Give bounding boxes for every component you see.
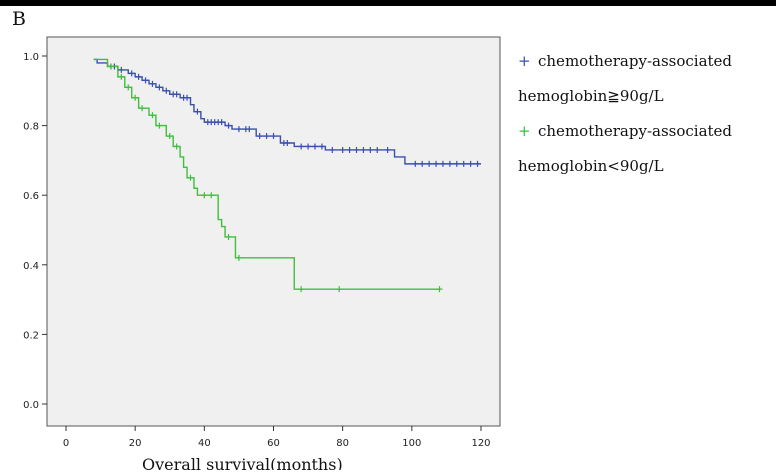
censor-mark-low-hemoglobin [235,254,242,261]
censor-mark-low-hemoglobin [118,73,125,80]
censor-mark-high-hemoglobin [453,160,460,167]
legend-marker-high-hemoglobin: + [518,52,531,70]
censor-mark-low-hemoglobin [107,63,114,70]
y-tick-label: 1.0 [23,52,39,63]
x-tick-label: 120 [471,438,490,449]
legend-item-high-hemoglobin-line1: + chemotherapy-associated [518,44,732,79]
censor-mark-high-hemoglobin [284,140,291,146]
censor-mark-high-hemoglobin [163,87,170,94]
censor-mark-low-hemoglobin [201,192,208,199]
censor-mark-low-hemoglobin [436,286,443,293]
censor-mark-high-hemoglobin [298,143,305,150]
censor-mark-high-hemoglobin [412,160,419,167]
censor-mark-low-hemoglobin [336,286,343,293]
censor-mark-high-hemoglobin [384,146,391,153]
censor-mark-high-hemoglobin [474,160,481,167]
censor-mark-high-hemoglobin [270,133,277,140]
x-tick-label: 100 [402,438,421,449]
censor-mark-high-hemoglobin [128,70,135,77]
censor-mark-high-hemoglobin [419,160,426,167]
censor-mark-high-hemoglobin [256,133,263,140]
x-tick-label: 80 [336,438,349,449]
censor-mark-low-hemoglobin [208,192,215,199]
censor-mark-high-hemoglobin [426,160,433,167]
legend-label-high-hemoglobin-2: hemoglobin≧90g/L [518,87,664,105]
legend: + chemotherapy-associated hemoglobin≧90g/… [518,44,732,184]
censor-mark-low-hemoglobin [166,133,173,140]
panel-label: B [12,8,26,30]
censor-mark-high-hemoglobin [318,143,325,150]
legend-label-low-hemoglobin-1: chemotherapy-associated [538,122,733,140]
censor-mark-high-hemoglobin [439,160,446,167]
top-border [0,0,776,6]
x-tick-label: 20 [129,438,142,449]
censor-mark-high-hemoglobin [305,143,312,150]
plot-area [46,36,501,427]
censor-mark-low-hemoglobin [298,286,305,293]
legend-marker-low-hemoglobin: + [518,122,531,140]
censor-mark-high-hemoglobin [149,80,156,87]
censor-mark-high-hemoglobin [446,160,453,167]
censor-mark-high-hemoglobin [184,94,191,101]
x-tick-label: 60 [267,438,280,449]
censor-mark-low-hemoglobin [225,233,232,240]
censor-mark-high-hemoglobin [353,146,360,153]
censor-mark-high-hemoglobin [467,160,474,167]
censor-mark-high-hemoglobin [433,160,440,167]
censor-mark-high-hemoglobin [339,146,346,153]
y-tick-label: 0.6 [23,191,39,202]
censor-mark-high-hemoglobin [374,146,381,153]
censor-mark-high-hemoglobin [225,122,232,129]
censor-mark-high-hemoglobin [235,126,242,133]
censor-mark-high-hemoglobin [460,160,467,167]
y-tick-label: 0.4 [23,261,39,272]
legend-item-low-hemoglobin-line2: hemoglobin<90g/L [518,149,732,184]
censor-mark-low-hemoglobin [156,122,163,129]
censor-mark-high-hemoglobin [263,133,270,140]
x-axis-label: Overall survival(months) [142,455,343,474]
x-tick-label: 40 [198,438,211,449]
legend-label-high-hemoglobin-1: chemotherapy-associated [538,52,733,70]
censor-mark-high-hemoglobin [173,91,180,98]
censor-mark-low-hemoglobin [173,143,180,150]
censor-mark-low-hemoglobin [125,84,132,91]
censor-mark-low-hemoglobin [139,105,146,112]
censor-mark-high-hemoglobin [118,66,125,73]
censor-mark-high-hemoglobin [135,73,142,80]
censor-mark-low-hemoglobin [149,112,156,119]
y-tick-label: 0.0 [23,400,39,411]
y-tick-label: 0.8 [23,122,39,133]
censor-mark-high-hemoglobin [312,143,318,150]
censor-mark-high-hemoglobin [218,119,225,126]
censor-mark-high-hemoglobin [367,146,374,153]
legend-label-low-hemoglobin-2: hemoglobin<90g/L [518,157,664,175]
censor-mark-high-hemoglobin [142,77,149,84]
legend-item-high-hemoglobin-line2: hemoglobin≧90g/L [518,79,732,114]
censor-mark-high-hemoglobin [329,146,336,153]
survival-curve-high-hemoglobin [93,58,481,165]
legend-item-low-hemoglobin-line1: + chemotherapy-associated [518,114,732,149]
x-tick-label: 0 [63,438,69,449]
censor-mark-low-hemoglobin [187,174,194,181]
censor-mark-high-hemoglobin [194,108,201,115]
censor-mark-high-hemoglobin [360,146,367,153]
censor-mark-high-hemoglobin [346,146,353,153]
censor-mark-low-hemoglobin [132,94,139,101]
y-tick-label: 0.2 [23,330,39,341]
censor-mark-high-hemoglobin [156,84,163,91]
censor-mark-high-hemoglobin [246,126,253,133]
